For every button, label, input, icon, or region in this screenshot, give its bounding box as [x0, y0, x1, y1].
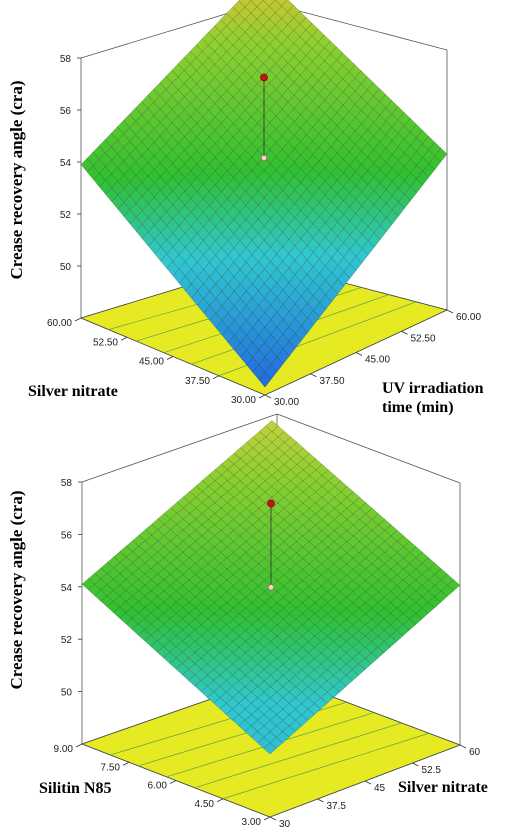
z-tick-label: 50 [60, 262, 72, 273]
y-tick-label: 52.50 [411, 333, 436, 344]
x-tick-label: 7.50 [101, 762, 121, 773]
y-tick-mark [364, 780, 372, 785]
x-axis-title: Silver nitrate [28, 383, 118, 400]
x-axis-title: Silitin N85 [39, 780, 111, 797]
y-tick-mark [401, 330, 408, 335]
y-tick-label: 45.00 [365, 355, 390, 366]
y-axis: 30.00 37.50 45.00 52.50 60.00 UV irradiation t… [264, 309, 484, 416]
surface-plot-uv-silver: 58 56 54 52 50 Crease recovery angle (cra) 30.… [7, 0, 484, 416]
y-tick-label: 45 [374, 783, 386, 794]
z-axis-title: Crease recovery angle (cra) [7, 80, 26, 279]
y-tick-mark [269, 816, 277, 821]
surface-cell [263, 742, 277, 755]
x-tick-mark [169, 780, 177, 784]
x-tick-label: 37.50 [185, 376, 210, 387]
actual-design-point [267, 499, 275, 508]
z-tick-label: 56 [61, 530, 73, 541]
x-tick-label: 52.50 [93, 337, 118, 348]
y-tick-mark [264, 394, 272, 399]
y-tick-mark [446, 309, 454, 314]
surface-plot-silitin-silver: 58 56 54 52 50 Crease recovery angle (cra) 3.0… [7, 413, 488, 830]
y-tick-label: 30 [279, 819, 291, 830]
contour-line [194, 722, 402, 789]
y-tick-label: 60 [469, 747, 481, 758]
response-surface [80, 0, 448, 388]
x-axis: 3.00 4.50 6.00 7.50 9.00 Silitin N85 [39, 743, 271, 828]
z-tick-label: 52 [61, 635, 73, 646]
y-axis-title: UV irradiation [382, 380, 484, 397]
box-edge-top-right [276, 413, 461, 484]
z-axis: 58 56 54 52 50 [60, 54, 81, 273]
z-tick-label: 58 [60, 54, 72, 65]
x-tick-label: 45.00 [139, 357, 164, 368]
z-axis: 58 56 54 52 50 [61, 478, 82, 699]
z-tick-label: 54 [61, 583, 73, 594]
response-surface [81, 420, 461, 755]
z-axis-title: Crease recovery angle (cra) [7, 490, 26, 689]
z-tick-label: 54 [60, 158, 72, 169]
x-tick-label: 6.00 [148, 781, 168, 792]
y-axis-title: Silver nitrate [398, 779, 488, 796]
y-tick-mark [317, 798, 324, 803]
contour-line [222, 732, 429, 800]
y-tick-label: 52.5 [422, 765, 442, 776]
x-tick-mark [120, 336, 128, 341]
x-tick-label: 30.00 [231, 395, 256, 406]
y-tick-label: 37.5 [327, 801, 347, 812]
y-tick-mark [355, 352, 363, 356]
x-tick-mark [166, 356, 174, 360]
x-tick-mark [74, 317, 82, 322]
predicted-point [260, 154, 268, 162]
y-tick-mark [310, 373, 317, 378]
z-tick-label: 50 [61, 688, 73, 699]
x-tick-mark [212, 375, 220, 380]
x-axis: 30.00 37.50 45.00 52.50 60.00 Silver nitrate [28, 317, 266, 406]
z-tick-label: 56 [60, 106, 72, 117]
x-tick-label: 9.00 [54, 744, 74, 755]
x-tick-mark [216, 798, 224, 803]
box-edge-top-left [81, 413, 278, 483]
y-tick-label: 37.50 [320, 376, 345, 387]
x-tick-mark [258, 394, 266, 399]
y-tick-mark [412, 762, 419, 767]
x-tick-mark [263, 816, 271, 821]
y-axis-title: time (min) [382, 399, 454, 416]
y-tick-label: 60.00 [456, 312, 481, 323]
y-tick-label: 30.00 [274, 397, 299, 408]
y-tick-mark [459, 744, 467, 749]
surface-cell [258, 371, 272, 388]
z-tick-label: 58 [61, 478, 73, 489]
actual-design-point [260, 73, 268, 82]
x-tick-label: 3.00 [242, 817, 262, 828]
x-tick-mark [122, 761, 130, 766]
x-tick-label: 60.00 [47, 318, 72, 329]
x-tick-label: 4.50 [195, 799, 215, 810]
predicted-point [267, 584, 275, 591]
x-tick-mark [75, 743, 83, 748]
z-tick-label: 52 [60, 210, 72, 221]
y-axis: 30 37.5 45 52.5 60 Silver nitrate [269, 744, 488, 830]
